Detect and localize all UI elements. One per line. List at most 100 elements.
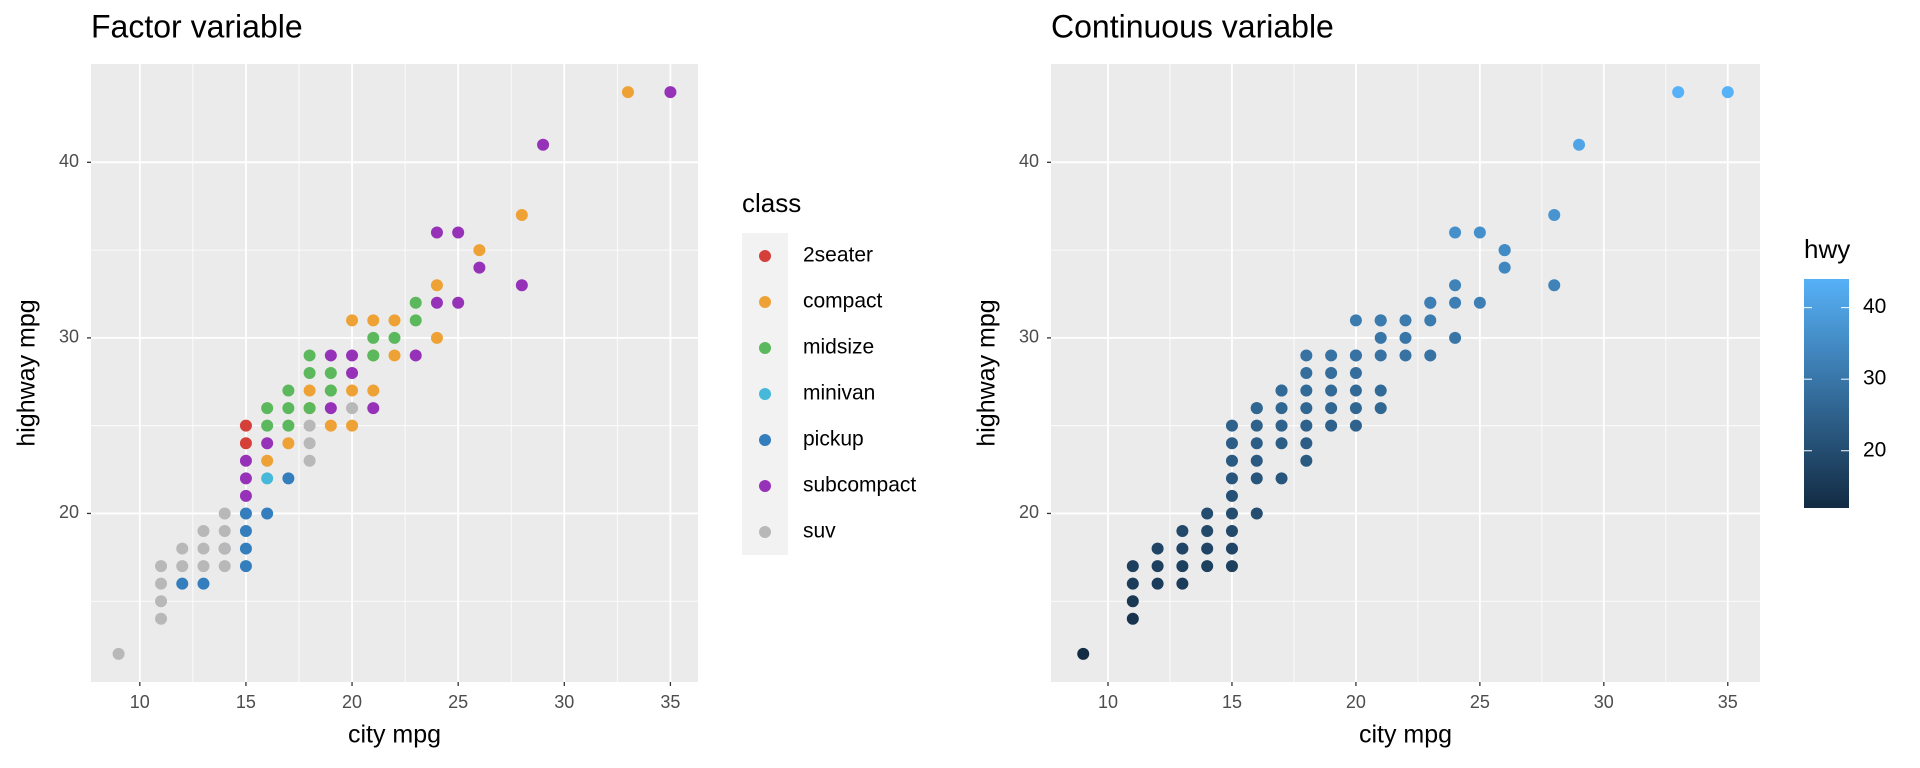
point (1473, 226, 1486, 239)
point (1225, 542, 1238, 555)
point (1721, 86, 1734, 99)
point (1275, 402, 1288, 415)
y-tick-label: 40 (1019, 151, 1039, 171)
point (1473, 296, 1486, 309)
x-tick-label: 25 (1470, 692, 1490, 712)
point (1449, 331, 1462, 344)
point (218, 560, 231, 573)
point (1250, 419, 1263, 432)
point (430, 226, 443, 239)
point (1424, 296, 1437, 309)
point (239, 419, 252, 432)
point (1672, 86, 1685, 99)
legend-marker (759, 434, 771, 446)
point (1225, 454, 1238, 467)
point (1201, 525, 1214, 538)
point (324, 384, 337, 397)
point (388, 349, 401, 362)
point (155, 577, 168, 590)
x-tick-label: 30 (1594, 692, 1614, 712)
legend-label: subcompact (803, 474, 916, 497)
panel (91, 64, 698, 682)
point (1250, 402, 1263, 415)
point (282, 437, 295, 450)
y-tick-label: 20 (1019, 502, 1039, 522)
point (346, 367, 359, 379)
point (1300, 384, 1313, 397)
point (1126, 560, 1139, 573)
point (1201, 542, 1214, 555)
legend-marker (759, 250, 771, 262)
point (1126, 577, 1139, 590)
y-axis-title: highway mpg (973, 299, 1001, 446)
legend-marker (759, 388, 771, 400)
point (367, 349, 380, 362)
point (1374, 349, 1387, 362)
point (1300, 419, 1313, 432)
point (1548, 208, 1561, 221)
point (1399, 331, 1412, 344)
legend-label: 2seater (803, 244, 873, 267)
chart-title: Continuous variable (1051, 8, 1334, 44)
colorbar-label: 30 (1863, 367, 1886, 390)
point (261, 419, 274, 432)
point (324, 419, 337, 432)
y-tick-label: 20 (59, 502, 79, 522)
point (1325, 419, 1338, 432)
point (282, 384, 295, 397)
point (303, 384, 316, 397)
point (303, 419, 316, 432)
x-tick-label: 25 (448, 692, 468, 712)
point (1449, 279, 1462, 292)
point (1151, 560, 1164, 573)
point (303, 367, 316, 379)
point (218, 542, 231, 555)
point (1201, 560, 1214, 573)
point (1275, 472, 1288, 485)
point (1126, 595, 1139, 608)
point (388, 331, 401, 344)
point (1424, 349, 1437, 362)
point (1225, 525, 1238, 538)
point (515, 279, 528, 292)
point (1374, 331, 1387, 344)
point (1424, 314, 1437, 327)
point (1225, 489, 1238, 502)
point (1176, 577, 1189, 590)
point (452, 296, 465, 309)
y-axis-title: highway mpg (13, 299, 41, 446)
point (621, 86, 634, 99)
point (218, 507, 231, 520)
legend-marker (759, 296, 771, 308)
legend-label: suv (803, 520, 836, 543)
point (239, 437, 252, 450)
point (112, 647, 125, 660)
point (430, 279, 443, 292)
point (197, 542, 210, 555)
legend-marker (759, 342, 771, 354)
legend-label: pickup (803, 428, 864, 451)
point (1225, 507, 1238, 520)
point (1325, 402, 1338, 415)
point (1374, 402, 1387, 415)
x-tick-label: 10 (130, 692, 150, 712)
point (303, 437, 316, 450)
x-tick-label: 15 (236, 692, 256, 712)
point (409, 349, 422, 362)
point (1250, 437, 1263, 450)
x-tick-label: 35 (660, 692, 680, 712)
colorbar-label: 40 (1863, 295, 1886, 318)
point (282, 472, 295, 485)
point (282, 402, 295, 415)
point (239, 525, 252, 538)
point (1250, 454, 1263, 467)
point (1349, 384, 1362, 397)
point (176, 542, 189, 555)
point (452, 226, 465, 239)
point (1349, 367, 1362, 379)
point (1126, 612, 1139, 625)
x-axis-title: city mpg (348, 721, 441, 749)
point (346, 402, 359, 415)
point (1250, 472, 1263, 485)
x-tick-label: 20 (342, 692, 362, 712)
